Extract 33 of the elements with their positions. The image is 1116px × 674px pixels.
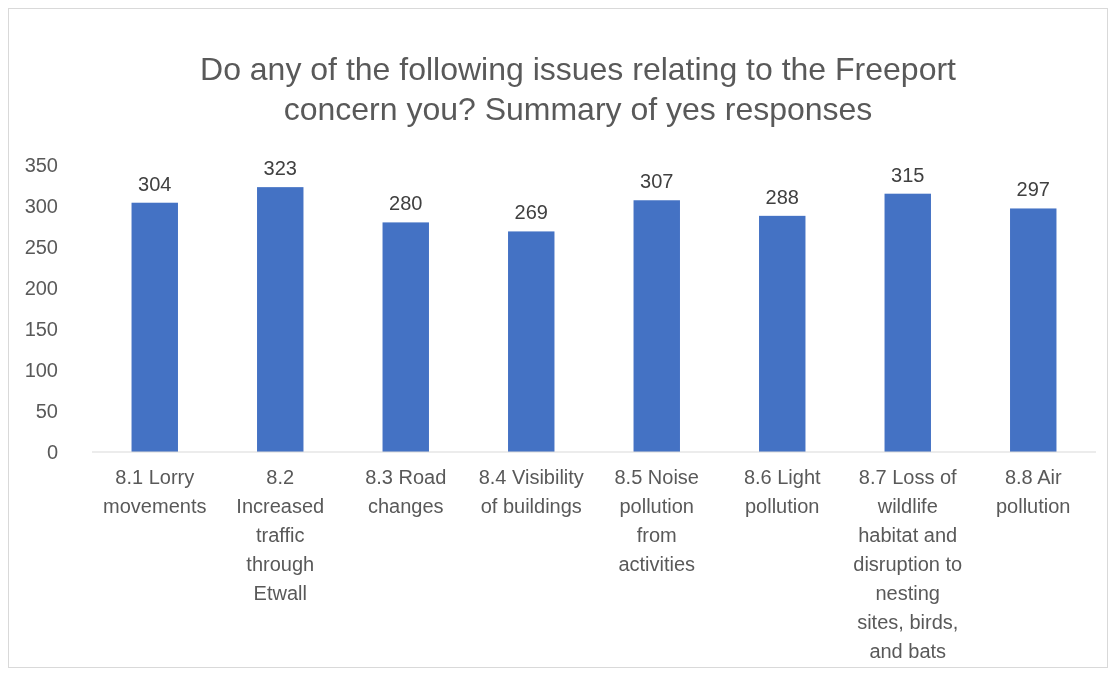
bar xyxy=(131,202,178,452)
y-tick-label: 350 xyxy=(24,154,58,176)
x-tick-label: 8.4 Visibility of buildings xyxy=(478,466,584,517)
y-tick-label: 200 xyxy=(24,277,58,299)
x-tick-label: 8.6 Light pollution xyxy=(743,466,822,517)
data-label: 323 xyxy=(263,157,297,180)
data-label: 297 xyxy=(1016,178,1050,201)
y-tick-label: 250 xyxy=(24,236,58,258)
bar xyxy=(257,187,304,452)
bar xyxy=(633,200,680,452)
bar xyxy=(884,193,931,452)
bar xyxy=(382,222,429,452)
data-label: 307 xyxy=(640,170,674,193)
x-tick-label: 8.7 Loss of wildlife habitat and disruption to nesting sites, birds, and bats xyxy=(853,466,963,662)
x-tick-label: 8.8 Air pollution xyxy=(995,466,1071,517)
chart-title: Do any of the following issues relating to the Freeport concern you? Summary of yes responses xyxy=(200,51,957,127)
data-label: 304 xyxy=(138,172,172,195)
y-tick-label: 300 xyxy=(24,195,58,217)
data-label: 288 xyxy=(765,185,799,208)
y-tick-label: 100 xyxy=(24,359,58,381)
x-tick-label: 8.2 Increased traffic through Etwall xyxy=(236,466,325,604)
bar xyxy=(508,231,555,452)
y-tick-label: 50 xyxy=(35,400,58,422)
x-tick-label: 8.5 Noise pollution from activities xyxy=(614,466,699,575)
data-label: 269 xyxy=(514,201,548,224)
data-label: 280 xyxy=(389,192,423,215)
x-tick-label: 8.3 Road changes xyxy=(365,466,447,517)
bar xyxy=(759,215,806,452)
data-label: 315 xyxy=(891,163,925,186)
x-tick-label: 8.1 Lorry movements xyxy=(103,466,207,517)
y-tick-label: 150 xyxy=(24,318,58,340)
y-tick-label: 0 xyxy=(46,441,58,463)
bar xyxy=(1010,208,1057,452)
